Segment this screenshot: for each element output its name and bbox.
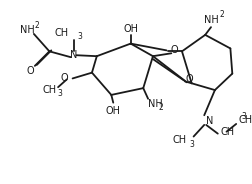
Text: N: N	[70, 50, 77, 60]
Text: 2: 2	[218, 10, 223, 19]
Text: OH: OH	[105, 106, 120, 116]
Text: NH: NH	[147, 99, 162, 109]
Text: NH: NH	[203, 15, 217, 25]
Text: NH: NH	[20, 25, 34, 35]
Text: O: O	[185, 74, 193, 84]
Text: CH: CH	[172, 135, 186, 145]
Text: 2: 2	[34, 21, 39, 30]
Text: O: O	[170, 45, 177, 55]
Text: 3: 3	[188, 140, 193, 149]
Text: CH: CH	[220, 127, 234, 137]
Text: CH: CH	[237, 115, 251, 125]
Text: N: N	[205, 116, 213, 126]
Text: 3: 3	[77, 32, 82, 41]
Text: O: O	[26, 66, 34, 76]
Text: 2: 2	[158, 103, 163, 112]
Text: O: O	[60, 73, 68, 84]
Text: CH: CH	[42, 85, 56, 95]
Text: OH: OH	[123, 24, 138, 34]
Text: 3: 3	[241, 112, 245, 121]
Text: 3: 3	[57, 89, 62, 98]
Text: CH: CH	[54, 28, 69, 38]
